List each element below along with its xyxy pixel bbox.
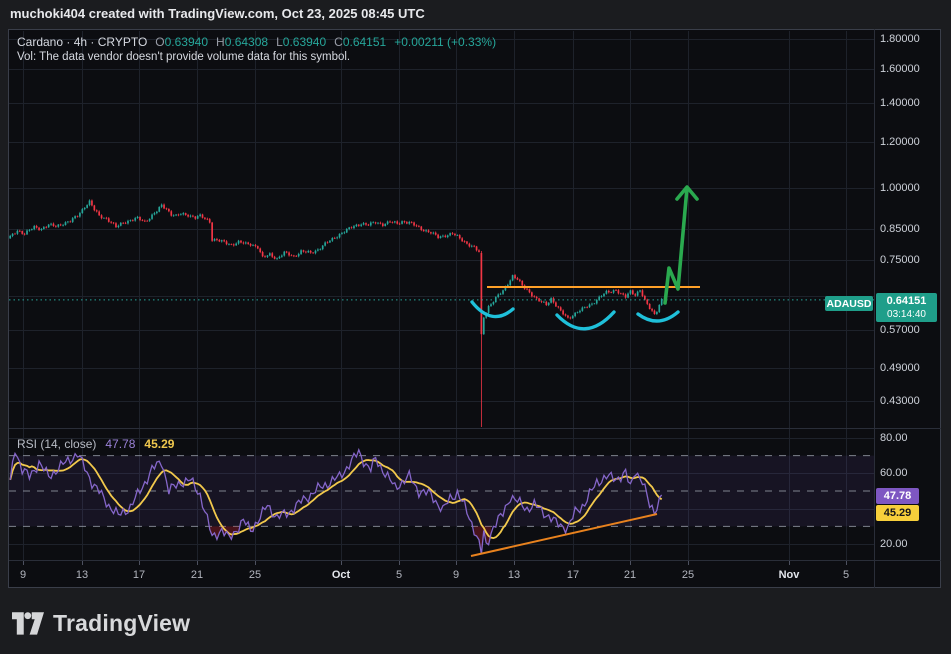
price-axis-label: 1.60000 bbox=[880, 62, 920, 75]
time-axis-label: 17 bbox=[566, 569, 580, 581]
legend-title: Cardano · 4h · CRYPTO bbox=[17, 35, 148, 49]
time-axis-label: 13 bbox=[507, 569, 521, 581]
rsi-axis-label: 80.00 bbox=[880, 431, 908, 444]
time-axis-label: Oct bbox=[331, 569, 351, 581]
time-axis-label: 9 bbox=[452, 569, 460, 581]
rsi-value: 47.78 bbox=[105, 437, 136, 451]
ohlc-legend: Cardano · 4h · CRYPTO O0.63940 H0.64308 L0.… bbox=[17, 35, 496, 49]
price-axis-label: 1.00000 bbox=[880, 181, 920, 194]
price-axis-label: 0.57000 bbox=[880, 323, 920, 336]
time-ticks bbox=[23, 561, 847, 565]
rsi-value-badge: 47.78 bbox=[876, 488, 919, 504]
high-value: 0.64308 bbox=[224, 35, 269, 49]
rsi-trendline[interactable] bbox=[470, 513, 658, 557]
price-axis-label: 0.75000 bbox=[880, 254, 920, 267]
bar-countdown: 03:14:40 bbox=[887, 308, 926, 320]
rsi-ma-line bbox=[9, 458, 663, 540]
price-axis-label: 1.40000 bbox=[880, 96, 920, 109]
rsi-legend: RSI (14, close) 47.78 45.29 bbox=[17, 437, 174, 451]
projection-arrow[interactable] bbox=[663, 185, 699, 305]
chart-widget bbox=[8, 29, 941, 588]
tradingview-logo-text: TradingView bbox=[53, 610, 191, 636]
attribution-text: muchoki404 created with TradingView.com,… bbox=[10, 6, 425, 21]
support-arcs[interactable] bbox=[470, 300, 680, 331]
support-arc bbox=[470, 300, 515, 319]
change-value: +0.00211 (+0.33%) bbox=[394, 35, 497, 49]
time-axis-label: 5 bbox=[395, 569, 403, 581]
low-value: 0.63940 bbox=[282, 35, 327, 49]
price-axis-label: 0.43000 bbox=[880, 394, 920, 407]
rsi-ma-value: 45.29 bbox=[144, 437, 175, 451]
close-label: C bbox=[334, 35, 343, 49]
open-value: 0.63940 bbox=[164, 35, 209, 49]
price-axis-label: 0.49000 bbox=[880, 361, 920, 374]
rsi-band bbox=[9, 455, 874, 527]
support-arc bbox=[555, 310, 616, 331]
open-label: O bbox=[155, 35, 165, 49]
low-label: L bbox=[276, 35, 283, 49]
grid bbox=[9, 31, 874, 560]
rsi-line bbox=[9, 447, 663, 555]
last-price-value: 0.64151 bbox=[886, 294, 927, 307]
tradingview-logo[interactable]: TradingView bbox=[12, 610, 190, 637]
price-axis-label: 0.85000 bbox=[880, 222, 920, 235]
time-axis-label: Nov bbox=[778, 569, 800, 581]
time-axis-label: 21 bbox=[190, 569, 204, 581]
high-label: H bbox=[216, 35, 225, 49]
time-axis-label: 25 bbox=[248, 569, 262, 581]
time-axis-label: 21 bbox=[623, 569, 637, 581]
time-axis-label: 13 bbox=[75, 569, 89, 581]
volume-note: Vol: The data vendor doesn't provide vol… bbox=[17, 51, 351, 63]
time-axis-label: 9 bbox=[19, 569, 27, 581]
price-axis-label: 1.20000 bbox=[880, 135, 920, 148]
close-value: 0.64151 bbox=[342, 35, 387, 49]
rsi-plot bbox=[9, 447, 663, 555]
time-axis-label: 5 bbox=[842, 569, 850, 581]
tradingview-logo-icon bbox=[12, 611, 44, 635]
pane-separators bbox=[9, 29, 941, 588]
rsi-ma-badge: 45.29 bbox=[876, 505, 919, 521]
rsi-oversold-fill bbox=[209, 526, 239, 540]
last-price-badge: 0.64151 03:14:40 bbox=[876, 293, 937, 322]
rsi-title: RSI (14, close) bbox=[17, 437, 97, 451]
time-axis-label: 25 bbox=[681, 569, 695, 581]
support-arc bbox=[636, 310, 680, 323]
symbol-label-badge: ADAUSD bbox=[825, 296, 873, 311]
candles-group bbox=[9, 199, 663, 427]
price-axis-label: 1.80000 bbox=[880, 33, 920, 45]
rsi-axis-label: 20.00 bbox=[880, 538, 908, 551]
rsi-axis-label: 60.00 bbox=[880, 467, 908, 480]
time-axis-label: 17 bbox=[132, 569, 146, 581]
